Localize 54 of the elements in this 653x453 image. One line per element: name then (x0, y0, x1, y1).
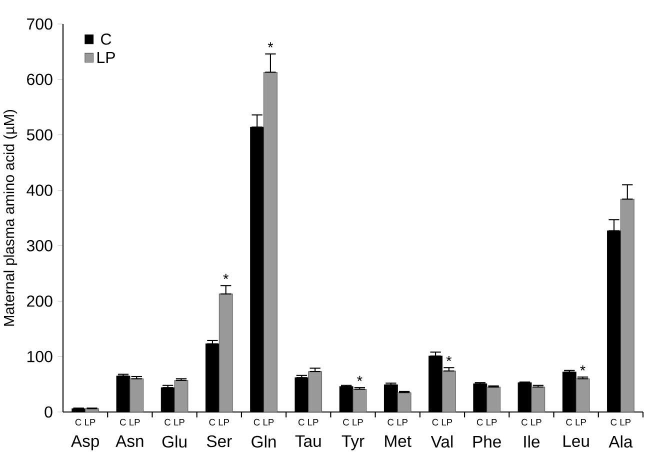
bar (576, 378, 590, 412)
x-tick-label: Glu (162, 435, 186, 448)
bar (264, 72, 278, 412)
x-tick-label: Leu (564, 435, 589, 447)
x-tick-label: Met (385, 435, 412, 447)
legend-label: LP (98, 52, 115, 63)
legend-label: C (101, 33, 112, 45)
annotation: * (580, 365, 586, 371)
text: C LP (209, 418, 230, 426)
x-tick-label: Ser (206, 435, 232, 448)
text: C LP (75, 418, 96, 426)
y-tick-label: 600 (27, 74, 52, 86)
annotation: * (357, 376, 362, 382)
x-tick-label: Asp (71, 435, 99, 450)
bar (486, 386, 500, 412)
y-tick-label: 700 (27, 18, 52, 30)
x-tick-label: Asn (116, 435, 144, 447)
x-tick-label: Ala (608, 435, 633, 448)
text: C LP (343, 418, 363, 426)
annotation: * (446, 356, 452, 362)
text: C LP (298, 418, 318, 426)
bar (620, 198, 634, 412)
text: C LP (610, 418, 631, 426)
bar (442, 370, 456, 412)
y-axis-title: Maternal plasma amino acid (µM) (3, 110, 18, 326)
y-tick-label: 500 (26, 129, 52, 141)
y-tick-label: 400 (26, 184, 52, 196)
text: C LP (432, 418, 452, 426)
x-tick-label: Tau (295, 435, 321, 447)
bar (174, 380, 188, 412)
text: C LP (476, 418, 497, 426)
text: C LP (120, 418, 140, 426)
y-tick-label: 200 (27, 295, 52, 307)
x-tick-label: Phe (473, 435, 501, 448)
bar (218, 294, 233, 412)
bar (308, 371, 322, 412)
x-tick-label: Tyr (342, 435, 364, 450)
x-tick-label: Ile (524, 435, 540, 448)
text: C LP (388, 418, 408, 426)
x-tick-label: Val (430, 435, 453, 448)
bar (531, 386, 546, 412)
y-tick-label: 0 (44, 406, 52, 418)
y-tick-label: 300 (26, 240, 52, 252)
text: C LP (164, 418, 184, 426)
text: C LP (522, 418, 542, 426)
text: C LP (566, 418, 586, 426)
bar (352, 388, 367, 412)
bar (130, 378, 144, 412)
annotation: * (268, 42, 274, 48)
x-tick-label: Gln (252, 435, 276, 448)
annotation: * (223, 274, 228, 280)
bar (397, 392, 412, 412)
y-tick-label: 100 (27, 350, 52, 362)
text: C LP (254, 418, 274, 426)
